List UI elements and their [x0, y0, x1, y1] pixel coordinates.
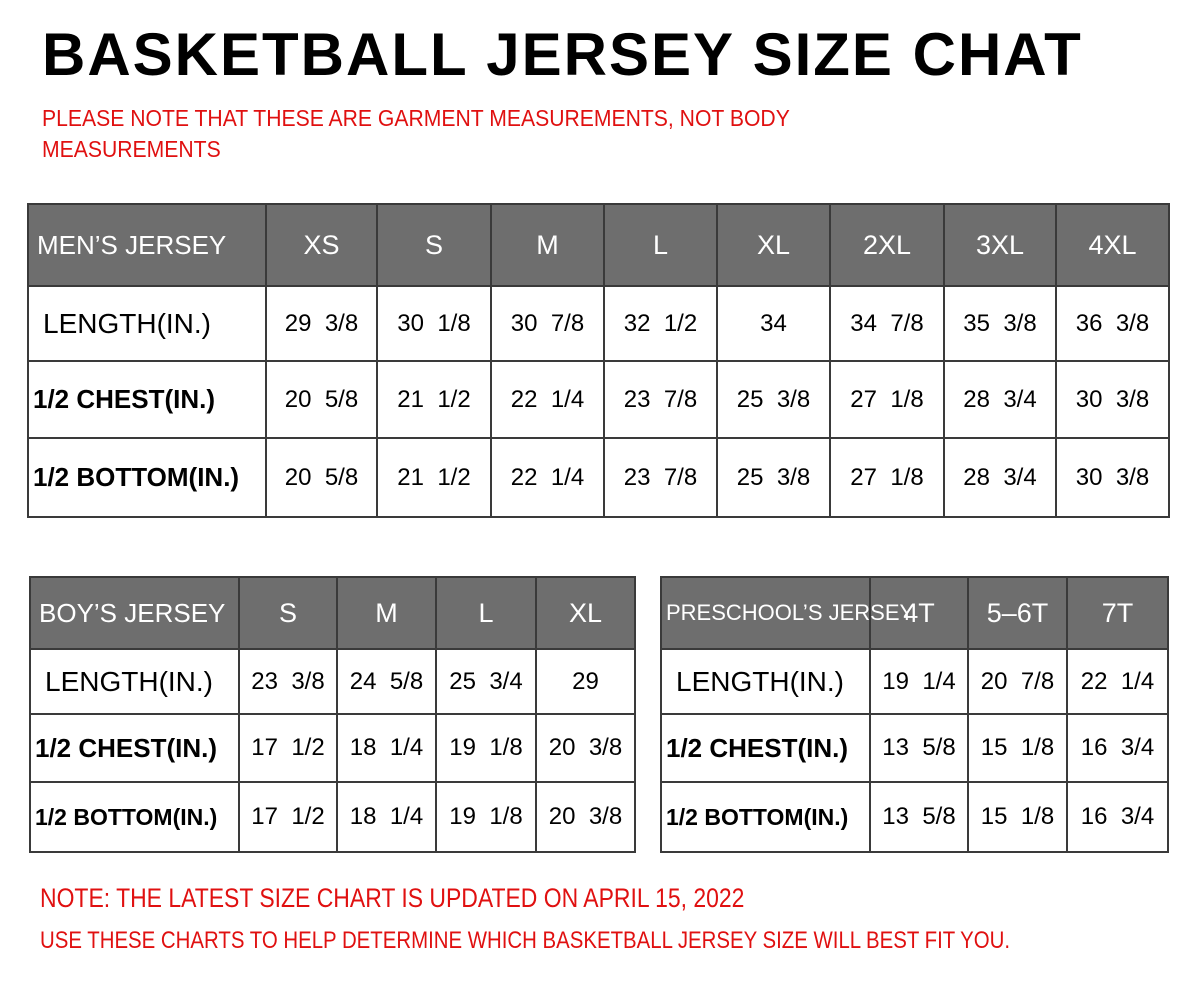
measurement-label: LENGTH(IN.)	[27, 285, 267, 362]
measurement-value: 13 5/8	[869, 713, 969, 783]
measurement-value: 36 3/8	[1055, 285, 1170, 362]
table-row: LENGTH(IN.) 29 3/8 30 1/8 30 7/8 32 1/2 34 34 …	[27, 285, 1170, 362]
measurement-value: 15 1/8	[967, 713, 1068, 783]
measurement-value: 34	[716, 285, 831, 362]
measurement-value: 28 3/4	[943, 437, 1057, 518]
size-header: 7T	[1066, 576, 1169, 650]
measurement-value: 28 3/4	[943, 360, 1057, 439]
measurement-value: 20 5/8	[265, 437, 378, 518]
table-row: LENGTH(IN.) 19 1/4 20 7/8 22 1/4	[660, 648, 1169, 715]
size-header: M	[336, 576, 437, 650]
measurement-value: 18 1/4	[336, 713, 437, 783]
measurement-value: 17 1/2	[238, 781, 338, 853]
header-row: BOY’S JERSEY S M L XL	[29, 576, 636, 650]
measurement-value: 30 1/8	[376, 285, 492, 362]
preschool-jersey-table: PRESCHOOL’S JERSEY 4T 5–6T 7T LENGTH(IN.) 19 …	[660, 576, 1169, 853]
measurement-value: 25 3/8	[716, 360, 831, 439]
measurement-label: 1/2 BOTTOM(IN.)	[27, 437, 267, 518]
size-header: 2XL	[829, 203, 945, 287]
measurement-label: 1/2 CHEST(IN.)	[660, 713, 871, 783]
table-heading: BOY’S JERSEY	[29, 576, 240, 650]
measurement-value: 24 5/8	[336, 648, 437, 715]
page-title: BASKETBALL JERSEY SIZE CHAT	[42, 21, 1083, 88]
measurement-value: 23 7/8	[603, 360, 718, 439]
mens-jersey-table: MEN’S JERSEY XS S M L XL 2XL 3XL 4XL LENGTH(IN.) 2…	[27, 203, 1170, 518]
measurement-value: 20 3/8	[535, 781, 636, 853]
measurement-value: 29	[535, 648, 636, 715]
update-note: NOTE: THE LATEST SIZE CHART IS UPDATED O…	[40, 883, 745, 913]
size-header: 3XL	[943, 203, 1057, 287]
size-header: XL	[535, 576, 636, 650]
table-row: 1/2 BOTTOM(IN.) 20 5/8 21 1/2 22 1/4 23 7/8 2…	[27, 437, 1170, 518]
usage-note: USE THESE CHARTS TO HELP DETERMINE WHICH…	[40, 927, 1011, 954]
size-header: XL	[716, 203, 831, 287]
table-row: LENGTH(IN.) 23 3/8 24 5/8 25 3/4 29	[29, 648, 636, 715]
measurement-label: LENGTH(IN.)	[29, 648, 240, 715]
measurement-value: 19 1/4	[869, 648, 969, 715]
measurement-value: 27 1/8	[829, 437, 945, 518]
size-header: 4T	[869, 576, 969, 650]
measurement-value: 21 1/2	[376, 360, 492, 439]
table-heading: PRESCHOOL’S JERSEY	[660, 576, 914, 650]
header-row: MEN’S JERSEY XS S M L XL 2XL 3XL 4XL	[27, 203, 1170, 287]
measurement-value: 22 1/4	[1066, 648, 1169, 715]
measurement-label: 1/2 CHEST(IN.)	[27, 360, 267, 439]
measurement-value: 32 1/2	[603, 285, 718, 362]
measurement-value: 20 5/8	[265, 360, 378, 439]
header-row: PRESCHOOL’S JERSEY 4T 5–6T 7T	[660, 576, 1169, 650]
measurement-label: LENGTH(IN.)	[660, 648, 871, 715]
table-row: 1/2 CHEST(IN.) 13 5/8 15 1/8 16 3/4	[660, 713, 1169, 783]
measurement-value: 27 1/8	[829, 360, 945, 439]
table-row: 1/2 CHEST(IN.) 17 1/2 18 1/4 19 1/8 20 3/8	[29, 713, 636, 783]
table-heading: MEN’S JERSEY	[27, 203, 267, 287]
measurement-value: 25 3/4	[435, 648, 537, 715]
measurement-value: 15 1/8	[967, 781, 1068, 853]
measurement-value: 30 3/8	[1055, 360, 1170, 439]
measurement-value: 30 7/8	[490, 285, 605, 362]
measurement-value: 29 3/8	[265, 285, 378, 362]
measurement-value: 30 3/8	[1055, 437, 1170, 518]
measurement-value: 17 1/2	[238, 713, 338, 783]
measurement-value: 23 7/8	[603, 437, 718, 518]
size-header: L	[603, 203, 718, 287]
measurement-label: 1/2 BOTTOM(IN.)	[29, 781, 240, 853]
size-header: XS	[265, 203, 378, 287]
measurement-value: 20 3/8	[535, 713, 636, 783]
measurement-value: 16 3/4	[1066, 781, 1169, 853]
measurement-value: 20 7/8	[967, 648, 1068, 715]
measurement-value: 19 1/8	[435, 713, 537, 783]
measurement-value: 35 3/8	[943, 285, 1057, 362]
table-row: 1/2 BOTTOM(IN.) 13 5/8 15 1/8 16 3/4	[660, 781, 1169, 853]
table-row: 1/2 BOTTOM(IN.) 17 1/2 18 1/4 19 1/8 20 3/8	[29, 781, 636, 853]
measurement-value: 22 1/4	[490, 437, 605, 518]
measurement-value: 23 3/8	[238, 648, 338, 715]
measurement-value: 21 1/2	[376, 437, 492, 518]
measurement-label: 1/2 CHEST(IN.)	[29, 713, 240, 783]
measurement-value: 34 7/8	[829, 285, 945, 362]
table-row: 1/2 CHEST(IN.) 20 5/8 21 1/2 22 1/4 23 7/8 25…	[27, 360, 1170, 439]
size-header: S	[238, 576, 338, 650]
size-header: S	[376, 203, 492, 287]
measurement-value: 16 3/4	[1066, 713, 1169, 783]
measurement-value: 22 1/4	[490, 360, 605, 439]
boys-jersey-table: BOY’S JERSEY S M L XL LENGTH(IN.) 23 3/8 24 5/8…	[29, 576, 636, 853]
measurement-label: 1/2 BOTTOM(IN.)	[660, 781, 871, 853]
measurement-value: 19 1/8	[435, 781, 537, 853]
size-header: L	[435, 576, 537, 650]
measurement-value: 18 1/4	[336, 781, 437, 853]
size-header: 4XL	[1055, 203, 1170, 287]
garment-measurement-notice: PLEASE NOTE THAT THESE ARE GARMENT MEASU…	[42, 105, 790, 162]
size-header: M	[490, 203, 605, 287]
size-header: 5–6T	[967, 576, 1068, 650]
measurement-value: 25 3/8	[716, 437, 831, 518]
measurement-value: 13 5/8	[869, 781, 969, 853]
